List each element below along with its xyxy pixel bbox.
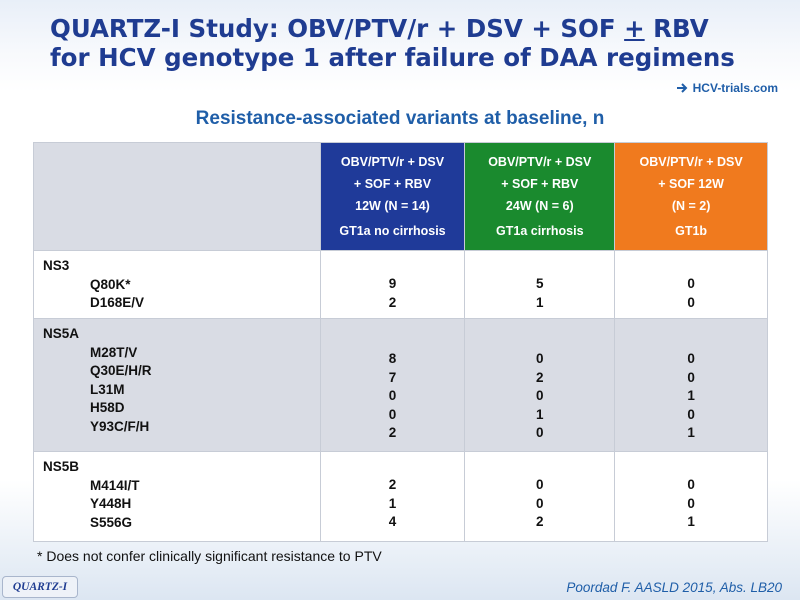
- value-cell: 2 1 4: [319, 451, 466, 542]
- group-name: NS5B: [43, 459, 80, 474]
- col1-line3: 12W (N = 14): [355, 199, 430, 213]
- value: 0: [536, 425, 544, 440]
- title-band: [0, 0, 800, 92]
- value: 4: [388, 514, 397, 529]
- value-cell: 0 2 0 1 0: [464, 318, 616, 452]
- col2-line2: + SOF + RBV: [501, 177, 579, 191]
- value: 0: [536, 388, 544, 403]
- group-name: NS3: [43, 258, 70, 273]
- value: 1: [687, 388, 695, 403]
- value: 1: [388, 495, 397, 511]
- value: 8: [388, 351, 397, 366]
- value: 2: [388, 294, 397, 310]
- header-row: OBV/PTV/r + DSV + SOF + RBV 12W (N = 14)…: [33, 142, 768, 251]
- value-cell: 0 0 2: [464, 451, 616, 542]
- variant-label: Q80K*: [90, 276, 131, 292]
- value: 2: [388, 425, 397, 440]
- group-name: NS5A: [43, 326, 80, 341]
- value: 0: [687, 276, 695, 291]
- col-header-3: OBV/PTV/r + DSV + SOF 12W (N = 2) GT1b: [614, 142, 768, 251]
- title-line-2: for HCV genotype 1 after failure of DAA …: [50, 43, 735, 72]
- variant-label: M28T/V: [90, 344, 138, 360]
- col1-genotype: GT1a no cirrhosis: [339, 224, 446, 238]
- variant-label: Y93C/F/H: [90, 418, 150, 434]
- variant-label: H58D: [90, 400, 125, 415]
- group-row-ns5b: NS5B M414I/T Y448H S556G 2 1 4 0 0 2 0 0…: [33, 451, 768, 542]
- col1-line2: + SOF + RBV: [353, 177, 432, 191]
- variant-label: M414I/T: [90, 477, 140, 493]
- value: 2: [536, 514, 544, 529]
- title-plus-underlined: +: [624, 14, 645, 43]
- col3-genotype: GT1b: [675, 224, 708, 238]
- logo-text: HCV-trials.com: [692, 81, 778, 95]
- variant-label: Y448H: [90, 496, 132, 511]
- value: 0: [687, 495, 695, 511]
- value: 1: [536, 406, 544, 422]
- slide-title: QUARTZ-I Study: OBV/PTV/r + DSV + SOF + …: [50, 14, 790, 72]
- title-part-a: QUARTZ-I Study: OBV/PTV/r + DSV + SOF: [50, 14, 625, 43]
- value-cell: 0 0 1: [614, 451, 768, 542]
- value: 1: [687, 425, 695, 440]
- table-subtitle: Resistance-associated variants at baseli…: [195, 108, 605, 129]
- value: 5: [536, 276, 544, 291]
- value: 0: [687, 351, 695, 366]
- hcv-trials-logo: HCV-trials.com: [676, 80, 778, 96]
- group-row-ns3: NS3 Q80K* D168E/V 9 2 5 1 0 0: [33, 250, 768, 319]
- value: 2: [536, 369, 544, 385]
- col3-line2: + SOF 12W: [658, 177, 724, 191]
- rav-table: OBV/PTV/r + DSV + SOF + RBV 12W (N = 14)…: [33, 142, 768, 542]
- citation: Poordad F. AASLD 2015, Abs. LB20: [566, 580, 782, 595]
- variant-label: Q30E/H/R: [90, 363, 152, 378]
- col1-line1: OBV/PTV/r + DSV: [340, 155, 445, 169]
- col2-line3: 24W (N = 6): [505, 199, 574, 213]
- col3-line1: OBV/PTV/r + DSV: [639, 155, 743, 169]
- footnote: * Does not confer clinically significant…: [37, 548, 382, 564]
- variant-label: S556G: [90, 514, 133, 530]
- title-line-1: QUARTZ-I Study: OBV/PTV/r + DSV + SOF + …: [50, 14, 790, 43]
- col2-line1: OBV/PTV/r + DSV: [488, 155, 592, 169]
- value: 0: [536, 495, 544, 511]
- value: 1: [687, 514, 695, 529]
- value: 0: [687, 477, 695, 492]
- col-header-2: OBV/PTV/r + DSV + SOF + RBV 24W (N = 6) …: [464, 142, 616, 251]
- value: 0: [687, 294, 695, 310]
- value: 0: [687, 369, 695, 385]
- variant-label: D168E/V: [90, 295, 145, 310]
- value: 0: [536, 351, 544, 366]
- col-header-1: OBV/PTV/r + DSV + SOF + RBV 12W (N = 14)…: [319, 142, 466, 251]
- study-tag: QUARTZ-I: [2, 576, 78, 598]
- title-part-b: RBV: [644, 14, 709, 43]
- logo-arrow-icon: [676, 83, 688, 93]
- col3-line3: (N = 2): [671, 199, 711, 213]
- value-cell: 8 7 0 0 2: [319, 318, 466, 452]
- value-cell: 0 0 1 0 1: [614, 318, 768, 452]
- col2-genotype: GT1a cirrhosis: [496, 224, 584, 238]
- variant-label: L31M: [90, 381, 125, 397]
- value: 7: [388, 369, 397, 385]
- value: 0: [388, 388, 397, 403]
- value: 1: [536, 294, 544, 310]
- value-cell: 5 1: [464, 250, 616, 319]
- value: 0: [536, 477, 544, 492]
- value: 2: [388, 477, 397, 492]
- header-empty-cell: [33, 142, 321, 251]
- value: 9: [388, 276, 397, 291]
- value: 0: [687, 406, 695, 422]
- group-label-cell: NS5A M28T/V Q30E/H/R L31M H58D Y93C/F/H: [33, 318, 321, 452]
- group-row-ns5a: NS5A M28T/V Q30E/H/R L31M H58D Y93C/F/H …: [33, 318, 768, 452]
- value-cell: 0 0: [614, 250, 768, 319]
- value-cell: 9 2: [319, 250, 466, 319]
- value: 0: [388, 406, 397, 422]
- group-label-cell: NS5B M414I/T Y448H S556G: [33, 451, 321, 542]
- group-label-cell: NS3 Q80K* D168E/V: [33, 250, 321, 319]
